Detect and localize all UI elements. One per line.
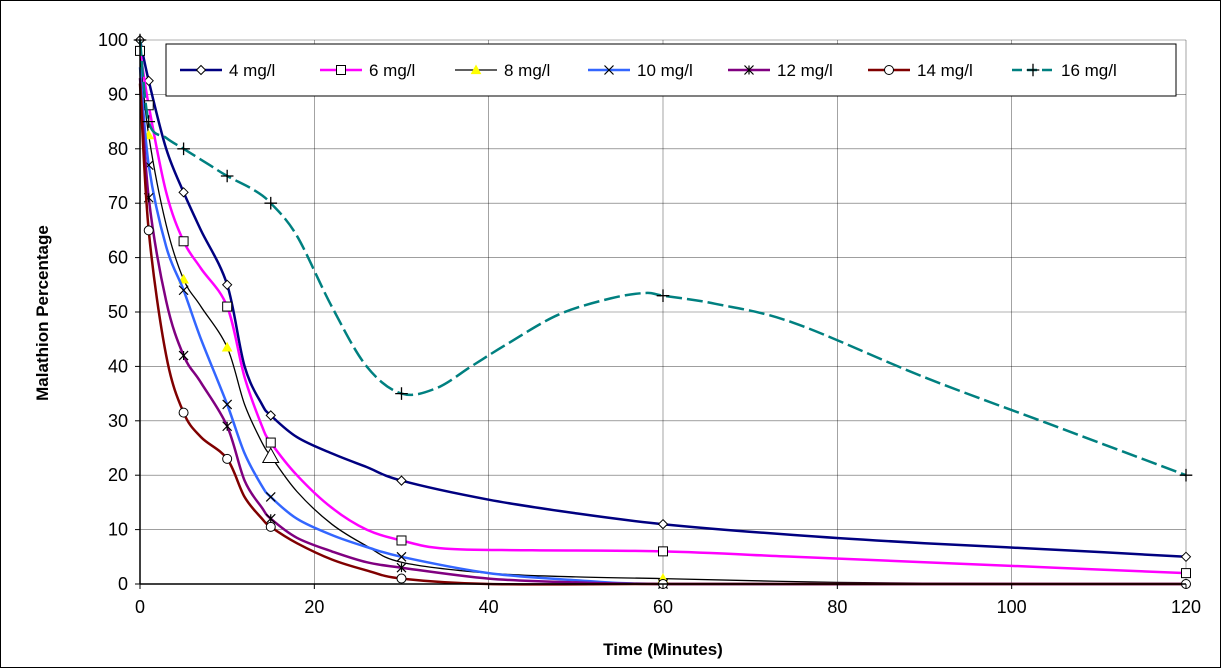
data-point [1181, 568, 1191, 579]
x-tick-label: 120 [1171, 597, 1201, 617]
data-point [265, 437, 276, 448]
data-point [1026, 63, 1040, 77]
data-point [1180, 551, 1192, 563]
data-point [265, 513, 276, 524]
data-point [396, 562, 407, 573]
data-point [884, 65, 894, 75]
data-point [396, 475, 407, 486]
data-point [1179, 468, 1193, 482]
y-tick-label: 0 [118, 574, 128, 594]
data-point [142, 115, 156, 128]
data-point [221, 279, 233, 291]
legend-item: 4 mg/l [180, 61, 275, 80]
data-point [395, 387, 408, 400]
data-point [195, 64, 207, 76]
legend-item: 6 mg/l [320, 61, 415, 80]
legend-item: 12 mg/l [728, 61, 833, 80]
data-point [178, 273, 189, 284]
data-point [396, 535, 407, 546]
data-point [178, 407, 189, 418]
data-point [396, 551, 407, 562]
data-point [396, 573, 407, 584]
data-point [658, 546, 668, 557]
legend-label: 8 mg/l [504, 61, 550, 80]
data-point [336, 65, 346, 75]
data-point [261, 447, 280, 464]
x-tick-label: 60 [653, 597, 673, 617]
data-point [222, 453, 233, 464]
legend-item: 10 mg/l [588, 61, 693, 80]
x-tick-label: 80 [827, 597, 847, 617]
data-point [265, 521, 276, 532]
data-point [222, 399, 233, 410]
series-line [138, 50, 1187, 575]
data-point [264, 196, 278, 210]
data-point [744, 65, 754, 75]
series-4-mg-l [134, 34, 1192, 563]
legend-label: 12 mg/l [777, 61, 833, 80]
y-tick-label: 90 [108, 84, 128, 104]
y-tick-label: 30 [108, 411, 128, 431]
x-tick-label: 0 [135, 597, 145, 617]
axes: 0 10 20 30 40 50 60 70 80 90 100 0 20 40 60 80 100 120 [98, 30, 1201, 617]
y-tick-label: 20 [108, 465, 128, 485]
data-point [143, 225, 154, 236]
data-point [265, 410, 276, 421]
x-tick-label: 20 [304, 597, 324, 617]
legend-label: 6 mg/l [369, 61, 415, 80]
y-tick-label: 70 [108, 193, 128, 213]
y-tick-label: 100 [98, 30, 128, 50]
legend-label: 10 mg/l [637, 61, 693, 80]
series-layer [133, 33, 1193, 589]
legend-item: 8 mg/l [455, 61, 550, 80]
legend-label: 14 mg/l [917, 61, 973, 80]
series-6-mg-l [135, 45, 1191, 579]
series-14-mg-l [138, 83, 1191, 589]
data-point [656, 289, 670, 302]
data-point [265, 492, 276, 502]
legend-label: 4 mg/l [229, 61, 275, 80]
y-tick-label: 80 [108, 139, 128, 159]
data-point [222, 301, 233, 312]
data-point [220, 169, 234, 183]
y-tick-label: 50 [108, 302, 128, 322]
y-axis-title: Malathion Percentage [33, 225, 52, 401]
data-point [657, 518, 669, 530]
legend-item: 16 mg/l [1012, 61, 1117, 80]
data-point [178, 285, 189, 296]
legend-item: 14 mg/l [868, 61, 973, 80]
data-point [143, 100, 154, 111]
x-axis-title: Time (Minutes) [603, 640, 723, 659]
data-point [178, 236, 189, 247]
series-line [138, 39, 1187, 559]
x-tick-label: 40 [479, 597, 499, 617]
y-tick-label: 60 [108, 248, 128, 268]
data-point [178, 187, 189, 198]
legend: 4 mg/l 6 mg/l 8 mg/l 10 mg/l 12 mg/l 14 mg/l 1… [165, 43, 1177, 97]
data-point [604, 65, 614, 75]
data-point [222, 421, 233, 432]
y-tick-label: 40 [108, 356, 128, 376]
y-tick-label: 10 [108, 520, 128, 540]
data-point [221, 341, 233, 352]
data-point [177, 142, 190, 156]
series-line [138, 39, 1187, 477]
data-point [470, 64, 482, 75]
data-point [178, 350, 189, 361]
x-tick-label: 100 [997, 597, 1027, 617]
legend-label: 16 mg/l [1061, 61, 1117, 80]
data-point [143, 75, 154, 87]
grid [140, 39, 1187, 584]
